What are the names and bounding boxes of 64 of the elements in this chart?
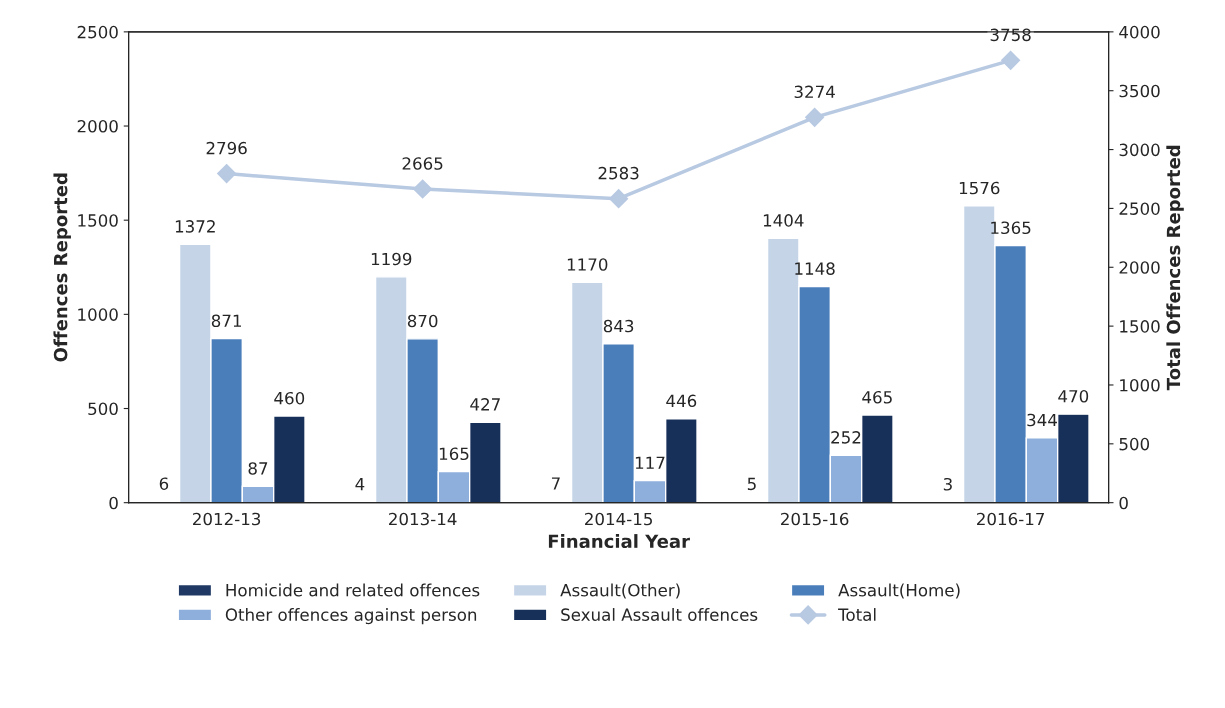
y-tick-label: 1500 (78, 214, 118, 227)
data-label: 7 (551, 477, 560, 490)
y2-tick-label: 1500 (1120, 320, 1160, 333)
y2-tick-label: 4000 (1119, 25, 1160, 39)
point (1001, 50, 1021, 70)
y-tick-label: 500 (88, 402, 118, 416)
point (805, 107, 825, 127)
data-label: 427 (470, 398, 500, 411)
data-label: 465 (862, 390, 892, 404)
y-tick-label: 1000 (78, 308, 118, 321)
x-tick-label: 2012-13 (193, 512, 261, 526)
y-axis-title: Offences Reported (53, 173, 71, 362)
data-label: 6 (159, 477, 169, 490)
y-tick-label: 2000 (77, 119, 118, 133)
y-tick-label: 2500 (77, 25, 118, 39)
data-label: 2796 (206, 141, 247, 155)
data-label: 2665 (402, 157, 443, 170)
data-label: 5 (747, 477, 756, 491)
data-label: 1199 (371, 252, 412, 266)
y2-tick-label: 500 (1119, 437, 1150, 451)
point (413, 179, 433, 199)
legend-label: Assault(Home) (838, 583, 960, 599)
data-label: 3274 (794, 85, 835, 99)
data-label: 3758 (990, 28, 1031, 42)
data-label: 2583 (598, 166, 639, 180)
y-tick-label: 0 (109, 496, 118, 510)
data-label: 843 (603, 319, 634, 333)
y2-axis-title: Total Offences Reported (1166, 145, 1184, 391)
data-label: 870 (407, 314, 438, 328)
y2-tick-label: 1000 (1120, 378, 1160, 392)
data-label: 1404 (763, 214, 804, 227)
data-label: 1576 (959, 181, 1000, 195)
data-label: 446 (666, 394, 697, 408)
x-tick-label: 2013-14 (389, 512, 457, 526)
legend-label: Total (838, 608, 876, 621)
x-tick-label: 2016-17 (977, 512, 1045, 526)
data-label: 344 (1027, 413, 1057, 427)
data-label: 1372 (175, 220, 215, 233)
y2-tick-label: 0 (1119, 496, 1128, 510)
x-tick-label: 2014-15 (585, 512, 652, 526)
legend-label: Sexual Assault offences (561, 608, 758, 621)
legend-label: Other offences against person (225, 608, 477, 625)
data-label: 460 (274, 391, 305, 405)
y2-tick-label: 2000 (1119, 261, 1160, 274)
legend-label: Assault(Other) (560, 583, 680, 599)
data-label: 3 (943, 477, 952, 491)
x-tick-label: 2015-16 (781, 512, 849, 526)
legend-label: Homicide and related offences (226, 583, 480, 597)
data-label: 87 (248, 462, 268, 475)
data-label: 165 (439, 447, 469, 461)
y2-tick-label: 3000 (1119, 143, 1160, 157)
x-axis-title: Financial Year (548, 534, 690, 549)
data-label: 252 (831, 431, 861, 444)
data-label: 1148 (795, 262, 835, 275)
data-label: 1365 (991, 221, 1031, 235)
y2-tick-label: 2500 (1119, 202, 1160, 215)
data-label: 1170 (567, 258, 608, 271)
data-label: 470 (1058, 390, 1089, 403)
data-label: 117 (635, 456, 665, 469)
point (217, 164, 237, 184)
data-label: 4 (355, 477, 365, 491)
data-label: 871 (211, 314, 241, 328)
y2-tick-label: 3500 (1119, 84, 1160, 98)
point (609, 189, 629, 209)
